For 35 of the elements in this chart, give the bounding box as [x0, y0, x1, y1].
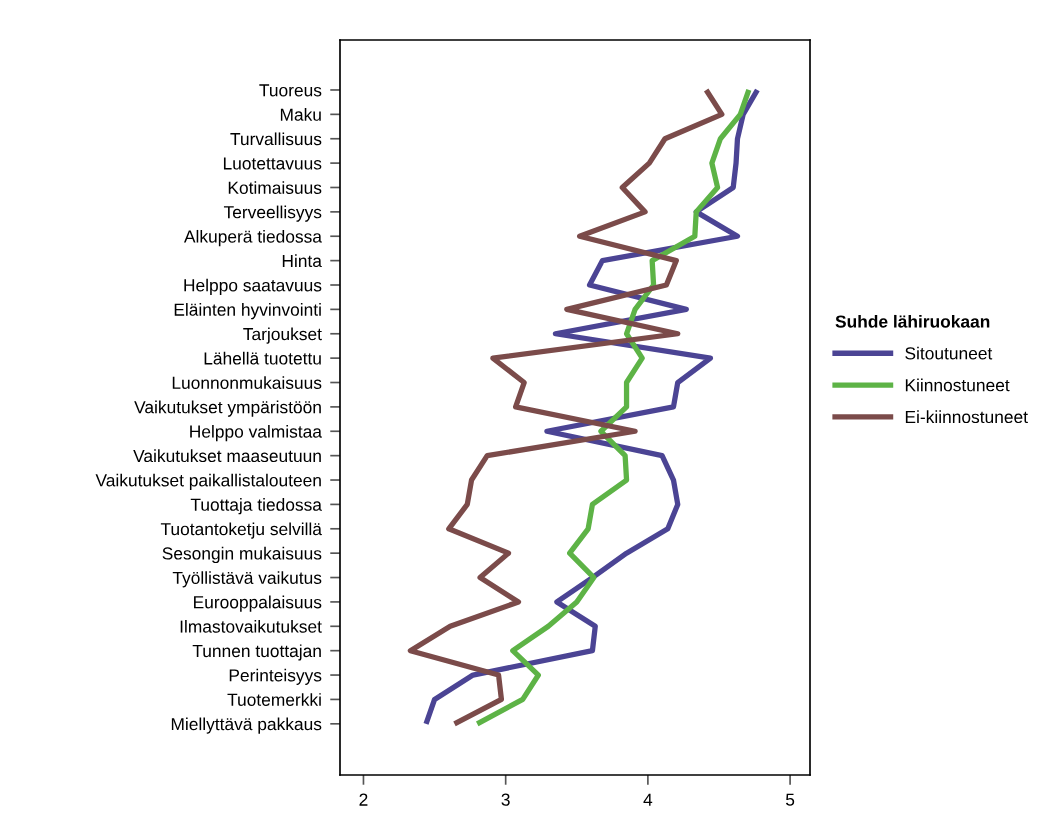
y-tick-label: Vaikutukset paikallistalouteen: [95, 473, 321, 490]
legend-label: Kiinnostuneet: [905, 378, 1010, 392]
legend-label: Ei-kiinnostuneet: [905, 410, 1028, 424]
y-tick-label: Luotettavuus: [223, 157, 322, 170]
x-tick-label: 4: [643, 793, 653, 806]
y-tick-label: Tunnen tuottajan: [192, 644, 321, 661]
y-tick-label: Alkuperä tiedossa: [183, 229, 322, 247]
y-tick-label: Ilmastovaikutukset: [180, 620, 322, 633]
y-tick-label: Maku: [280, 108, 321, 121]
y-tick-label: Miellyttävä pakkaus: [171, 717, 322, 734]
y-tick-label: Eläinten hyvinvointi: [174, 303, 321, 320]
y-tick-label: Tarjoukset: [243, 327, 322, 344]
y-tick-label: Tuotantoketju selvillä: [160, 522, 322, 539]
y-tick-label: Terveellisyys: [223, 205, 322, 222]
x-tick-label: 3: [501, 793, 510, 806]
y-tick-label: Helppo valmistaa: [190, 424, 322, 442]
y-tick-label: Tuotemerkki: [227, 693, 321, 706]
y-tick-label: Sesongin mukaisuus: [162, 546, 322, 564]
legend-label: Sitoutuneet: [905, 346, 993, 360]
y-tick-label: Tuottaja tiedossa: [190, 498, 322, 515]
y-tick-label: Vaikutukset ympäristöön: [134, 400, 321, 417]
y-tick-label: Kotimaisuus: [228, 181, 322, 194]
y-tick-label: Perinteisyys: [229, 668, 322, 685]
y-tick-label: Tuoreus: [259, 84, 322, 97]
y-tick-label: Luonnonmukaisuus: [172, 376, 322, 389]
legend-title: Suhde lähiruokaan: [835, 314, 990, 328]
y-tick-label: Lähellä tuotettu: [204, 351, 321, 365]
x-tick-label: 5: [785, 793, 795, 806]
y-tick-label: Turvallisuus: [230, 132, 322, 146]
y-tick-label: Helppo saatavuus: [184, 278, 322, 295]
y-tick-label: Työllistävä vaikutus: [172, 571, 322, 588]
y-tick-label: Vaikutukset maaseutuun: [133, 449, 321, 463]
x-tick-label: 2: [359, 793, 368, 806]
y-tick-label: Eurooppalaisuus: [194, 595, 322, 612]
y-tick-label: Hinta: [282, 254, 322, 268]
